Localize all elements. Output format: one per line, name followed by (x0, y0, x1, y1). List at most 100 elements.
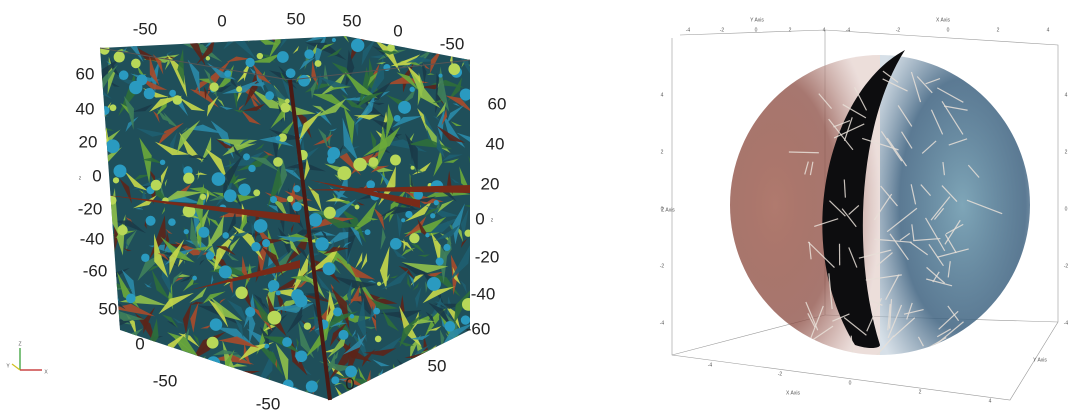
fracture-disc (439, 74, 443, 78)
fracture (225, 371, 260, 382)
fracture-disc (390, 155, 401, 166)
fracture-disc (353, 158, 367, 172)
fracture-disc (315, 60, 322, 67)
fracture (213, 398, 246, 404)
fracture (440, 395, 447, 402)
fracture-disc (137, 74, 148, 85)
fracture (185, 356, 206, 379)
fracture-disc (405, 211, 412, 218)
fracture-disc (113, 164, 126, 177)
fracture (278, 403, 300, 414)
fracture-disc (142, 382, 151, 391)
axis-label: -60 (83, 261, 108, 280)
fracture-disc (375, 336, 382, 343)
fracture (196, 393, 238, 406)
axis-label: 50 (428, 356, 447, 375)
fracture-disc (369, 157, 379, 167)
fracture-disc (183, 173, 194, 184)
fracture (397, 359, 428, 385)
fracture-disc (236, 86, 242, 92)
fracture-disc (146, 216, 156, 226)
axis-label: -2 (1064, 263, 1069, 269)
fracture-disc (393, 371, 400, 378)
fracture (202, 384, 228, 399)
axis-label: -50 (133, 19, 158, 38)
axis-label: 0 (661, 206, 664, 212)
fracture-disc (102, 369, 110, 377)
axis-label: -50 (256, 394, 281, 413)
fracture-disc (141, 254, 149, 262)
axis-label: 0 (217, 11, 226, 30)
fracture-disc (126, 372, 134, 380)
figure: -50050500-50604020z0-20-40-60500-5060402… (0, 0, 1085, 417)
fracture (410, 31, 435, 38)
fracture-disc (293, 185, 300, 192)
fracture-disc (355, 205, 360, 210)
fracture (87, 32, 97, 38)
fracture (419, 376, 455, 385)
fracture (441, 0, 450, 30)
fracture (198, 23, 209, 46)
axis-label: 50 (99, 299, 118, 318)
fracture-disc (425, 233, 429, 237)
fracture-disc (411, 166, 415, 170)
axis-label: 0 (92, 166, 101, 185)
axis-label: 0 (1065, 206, 1068, 212)
fracture (99, 252, 114, 257)
fracture (462, 397, 487, 417)
fracture-disc (286, 68, 296, 78)
fracture-disc (434, 389, 443, 398)
fracture-disc (168, 218, 176, 226)
fracture (475, 403, 484, 417)
fracture-disc (144, 88, 155, 99)
fracture (229, 372, 239, 409)
fracture-line (789, 152, 819, 153)
fracture-disc (238, 183, 250, 195)
axis-label: -2 (720, 27, 725, 33)
axis-label: 40 (486, 134, 505, 153)
fracture-disc (119, 70, 129, 80)
fracture (388, 26, 393, 35)
fracture-disc (184, 229, 189, 234)
axis-label: 0 (947, 27, 950, 33)
fracture (90, 375, 95, 391)
fracture-disc (366, 180, 375, 189)
fracture-disc (304, 322, 311, 329)
axis-label: -40 (471, 284, 496, 303)
fracture (460, 340, 467, 368)
fracture-disc (460, 88, 472, 100)
fracture (169, 17, 203, 33)
fracture (452, 351, 470, 356)
fracture (201, 31, 207, 44)
axis-label: 60 (488, 94, 507, 113)
fracture (354, 31, 365, 35)
fracture-disc (262, 239, 270, 247)
fracture-disc (276, 290, 281, 295)
fracture (106, 345, 119, 356)
fracture-disc (149, 362, 158, 371)
fracture (187, 391, 204, 417)
fracture-disc (324, 207, 336, 219)
fracture-disc (308, 213, 322, 227)
fracture-disc (126, 294, 136, 304)
fracture-disc (298, 75, 310, 87)
axis-label: z (79, 175, 82, 181)
fracture-disc (268, 280, 279, 291)
fracture-disc (430, 213, 435, 218)
fracture-cube (57, 0, 506, 417)
fracture (455, 388, 465, 392)
axis-label: 2 (789, 27, 792, 33)
fracture-disc (224, 70, 231, 77)
axis-label: 4 (823, 27, 826, 33)
axis-label: 20 (481, 174, 500, 193)
fracture-disc (434, 200, 439, 205)
fracture (397, 371, 402, 387)
fracture (100, 391, 106, 404)
fracture (194, 373, 201, 379)
fracture-disc (365, 229, 371, 235)
fracture-disc (257, 53, 263, 59)
axis-label: -2 (660, 263, 665, 269)
fracture (97, 357, 109, 392)
fracture-disc (212, 172, 226, 186)
axis-label: 60 (76, 64, 95, 83)
